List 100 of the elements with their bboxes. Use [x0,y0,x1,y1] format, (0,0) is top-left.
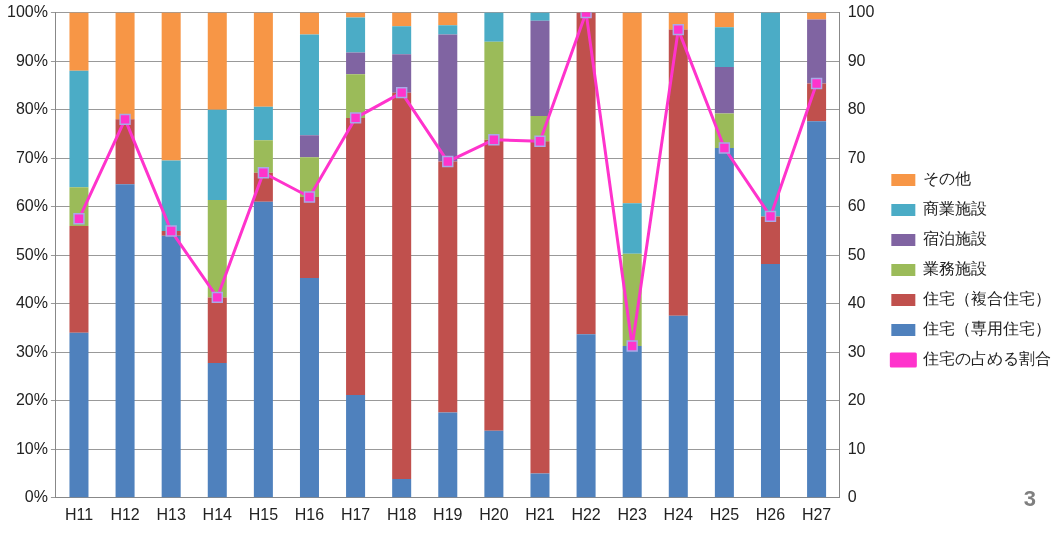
bar [207,109,227,200]
bar [161,160,181,231]
bar [807,19,827,84]
x-tick-label: H27 [801,505,832,523]
x-tick-label: H11 [64,505,94,523]
y-tick-label: 40% [15,294,48,312]
bar [807,121,827,498]
point [303,191,316,203]
bar [299,12,319,35]
y2-tick-label: 60 [847,197,866,215]
bar [69,12,89,71]
point [395,86,408,99]
bar [346,74,366,118]
bar [253,106,273,141]
point [73,213,85,225]
bar [392,12,412,27]
point [442,155,454,168]
bar [576,334,596,498]
bar [668,315,688,498]
x-tick-label: H13 [156,505,186,523]
point [764,210,777,223]
y2-tick-label: 0 [847,488,857,506]
bar [438,12,458,26]
point [672,23,684,36]
bar [438,34,458,162]
y-tick-label: 90% [15,51,48,69]
bar [438,412,458,498]
bar [530,20,550,116]
y2-tick-label: 10 [847,439,866,457]
bar [69,332,89,498]
y-tick-label: 70% [15,148,48,166]
x-tick-label: H21 [525,505,555,523]
bar [207,297,227,363]
bar [530,12,550,21]
point [165,225,177,237]
point [534,135,546,147]
bar [299,135,319,158]
bar [299,278,319,498]
bar [622,345,642,498]
y2-tick-label: 80 [847,100,866,118]
legend-label: 商業施設 [923,200,1020,218]
bar [530,473,550,498]
y-tick-label: 100% [7,3,48,21]
y2-tick-label: 30 [847,342,866,360]
x-tick-label: H15 [248,505,279,523]
bar [207,12,227,110]
x-tick-label: H16 [294,505,325,523]
bar [207,199,227,298]
y-tick-label: 10% [15,439,48,457]
bar [161,235,181,498]
y-tick-label: 30% [15,342,48,360]
bar [392,92,412,479]
y2-tick-label: 40 [847,294,866,312]
point [119,113,131,126]
bar [530,141,550,474]
bar [484,430,504,498]
bar [207,362,227,498]
x-tick-label: H18 [387,505,417,523]
bar [714,12,734,28]
x-tick-label: H25 [709,505,740,523]
bar [253,12,273,107]
legend-label: 宿泊施設 [923,230,1020,248]
bar [760,263,780,498]
y-tick-label: 50% [15,245,48,263]
x-tick-label: H12 [110,505,140,523]
bar [253,201,273,498]
legend-label: 住宅の占める割合 [922,350,1054,368]
y2-tick-label: 100 [847,3,875,21]
bar [484,139,504,431]
bar [69,226,89,333]
bar [622,12,642,204]
bar [392,26,412,55]
bar [392,54,412,93]
bar [115,184,135,498]
bar [346,17,366,53]
point [211,291,223,304]
y-tick-label: 20% [15,391,48,409]
bar [115,12,135,120]
point [488,134,500,146]
text: 3 [1023,486,1036,511]
x-tick-label: H24 [663,505,694,523]
legend-label: 住宅（専用住宅） [922,320,1054,338]
x-tick-label: H14 [202,505,233,523]
point [626,340,638,352]
bar [299,34,319,136]
bar [760,12,780,217]
bar [714,27,734,67]
x-tick-label: H23 [617,505,647,523]
y-tick-label: 60% [15,197,48,215]
bar [346,52,366,75]
bar [69,70,89,188]
y2-tick-label: 50 [847,245,866,263]
bar [484,12,504,42]
point [718,142,731,154]
legend-label: 住宅（複合住宅） [922,290,1054,308]
point [349,112,362,124]
y2-tick-label: 70 [847,148,866,166]
bar [346,117,366,395]
y2-tick-label: 20 [847,391,866,409]
x-tick-label: H26 [755,505,786,523]
